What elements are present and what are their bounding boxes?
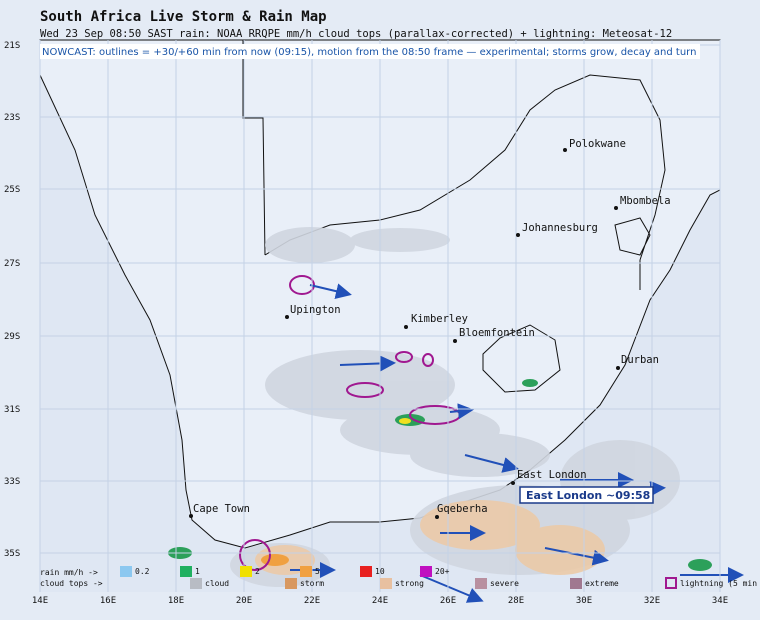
city-label: Mbombela <box>620 195 671 207</box>
rain-level: 5 <box>315 567 320 576</box>
rain-swatch <box>420 566 432 577</box>
city-dot <box>614 206 618 210</box>
rain-level: 1 <box>195 567 200 576</box>
callout-box <box>519 486 654 504</box>
cloud-swatch <box>475 578 487 589</box>
rain-level: 10 <box>375 567 385 576</box>
city-dot <box>435 515 439 519</box>
nowcast-text: NOWCAST: outlines = +30/+60 min from now… <box>42 47 696 58</box>
labels: 21S 23S 25S 27S 29S 31S 33S 35S 14E 16E 18E 20E 22E 2… <box>4 41 757 606</box>
lat-label: 23S <box>4 113 20 123</box>
title: South Africa Live Storm & Rain Map <box>40 9 327 25</box>
city-label: Cape Town <box>193 503 250 515</box>
lon-label: 34E <box>712 596 728 606</box>
rain-legend-label: rain mm/h -> <box>40 568 98 577</box>
city-dot <box>404 325 408 329</box>
cloud-swatch <box>285 578 297 589</box>
rain-swatch <box>360 566 372 577</box>
cloud-level: storm <box>300 579 324 588</box>
rain-swatch <box>180 566 192 577</box>
cloud-level: severe <box>490 579 519 588</box>
city-label: Gqeberha <box>437 503 488 515</box>
city-label: Bloemfontein <box>459 327 535 339</box>
cloud-legend-label: cloud tops -> <box>40 579 103 588</box>
cloud-level: strong <box>395 579 424 588</box>
lat-label: 31S <box>4 405 20 415</box>
lon-label: 28E <box>508 596 524 606</box>
lon-label: 32E <box>644 596 660 606</box>
rain-swatch <box>240 566 252 577</box>
subtitle: Wed 23 Sep 08:50 SAST rain: NOAA RRQPE m… <box>40 28 672 40</box>
rain-level: 0.2 <box>135 567 150 576</box>
city-label: Kimberley <box>411 313 468 325</box>
lon-label: 20E <box>236 596 252 606</box>
lat-label: 29S <box>4 332 20 342</box>
city-label: Johannesburg <box>522 222 598 234</box>
lon-label: 16E <box>100 596 116 606</box>
lat-label: 21S <box>4 41 20 51</box>
cloud-swatch <box>190 578 202 589</box>
lon-label: 22E <box>304 596 320 606</box>
lat-label: 25S <box>4 185 20 195</box>
lon-label: 30E <box>576 596 592 606</box>
city-dot <box>616 366 620 370</box>
rain-level: 2 <box>255 567 260 576</box>
city-dot <box>285 315 289 319</box>
city-dot <box>189 514 193 518</box>
cloud-level: cloud <box>205 579 229 588</box>
city-label: Upington <box>290 304 341 316</box>
borders <box>242 40 666 393</box>
lon-label: 26E <box>440 596 456 606</box>
city-label: East London <box>517 469 587 481</box>
rain-swatch <box>120 566 132 577</box>
city-label: Durban <box>621 354 659 366</box>
lat-label: 35S <box>4 549 20 559</box>
nowcast-banner <box>40 44 700 59</box>
lat-label: 27S <box>4 259 20 269</box>
lat-label: 33S <box>4 477 20 487</box>
city-dot <box>511 481 515 485</box>
city-dot <box>563 148 567 152</box>
cloud-level: extreme <box>585 579 619 588</box>
lon-label: 14E <box>32 596 48 606</box>
cloud-swatch <box>380 578 392 589</box>
city-dot <box>453 339 457 343</box>
lon-label: 24E <box>372 596 388 606</box>
lightning-label: lightning (5 min <box>680 579 757 588</box>
callout: East London ~09:58 <box>526 489 650 502</box>
cloud-swatch <box>570 578 582 589</box>
rain-level: 20+ <box>435 567 450 576</box>
city-label: Polokwane <box>569 138 626 150</box>
lon-label: 18E <box>168 596 184 606</box>
rain-swatch <box>300 566 312 577</box>
lightning-swatch <box>665 577 677 589</box>
city-dot <box>516 233 520 237</box>
